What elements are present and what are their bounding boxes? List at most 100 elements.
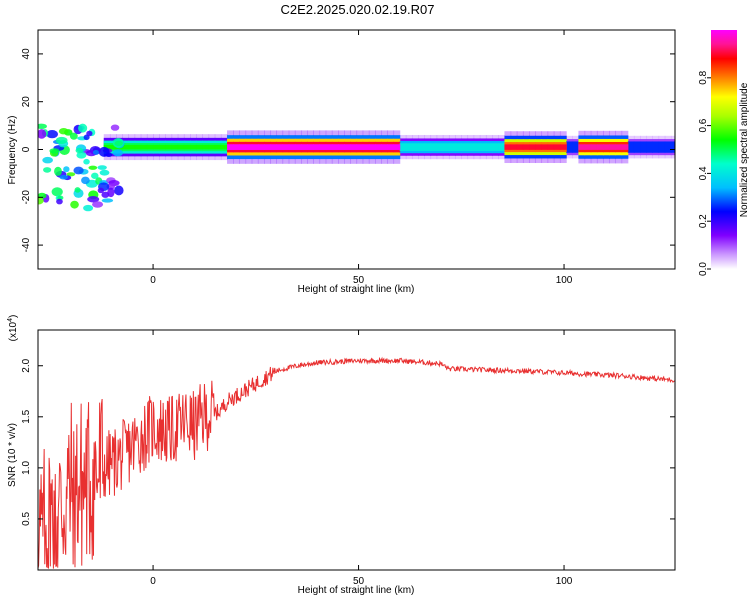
ridge-cell	[405, 143, 413, 151]
ridge-cell	[535, 144, 543, 150]
ridge-cell	[621, 144, 629, 150]
scatter-blob	[110, 124, 120, 131]
scatter-blob	[43, 167, 52, 173]
ridge-cell	[301, 144, 308, 150]
ridge-cell	[498, 143, 506, 151]
ridge-cell	[282, 144, 290, 150]
colorbar-tick-label: 0.2	[698, 214, 709, 228]
ridge-cell	[670, 141, 675, 153]
colorbar-tick-label: 0.6	[698, 118, 709, 132]
scatter-blob	[97, 187, 105, 194]
ridge-cell	[578, 144, 586, 150]
ridge-cell	[356, 144, 364, 150]
ridge-cell	[430, 143, 438, 151]
scatter-blob	[55, 136, 68, 145]
ridge-cell	[239, 144, 247, 150]
ridge-cell	[411, 143, 419, 151]
scatter-blob	[69, 132, 78, 140]
scatter-blob	[73, 166, 84, 175]
ridge-cell	[436, 143, 444, 151]
spectrogram-y-axis-label: Frequency (Hz)	[7, 116, 18, 185]
scatter-blob	[83, 158, 90, 165]
ridge-cell	[288, 144, 296, 150]
colorbar-tick-label: 0.4	[698, 166, 709, 180]
scatter-blob	[42, 156, 53, 164]
ridge-cell	[627, 141, 635, 153]
scatter-blob	[88, 165, 98, 170]
ridge-cell	[615, 144, 623, 150]
scatter-blob	[83, 204, 94, 212]
snr-frame	[37, 329, 676, 571]
ridge-cell	[485, 143, 493, 151]
y-tick-label: -40	[21, 237, 32, 252]
ridge-cell	[640, 141, 647, 153]
ridge-cell	[331, 144, 339, 150]
scatter-blob	[97, 165, 107, 170]
scatter-blob	[51, 187, 63, 197]
scatter-blob	[92, 201, 104, 208]
ridge-cell	[344, 144, 351, 150]
spectrogram-panel: 0 50 100 -40 -20 0 20 40 Height of straight lin…	[7, 29, 676, 295]
spectrogram-plot-area	[38, 123, 675, 212]
ridge-cell	[350, 144, 358, 150]
ridge-cell	[566, 141, 573, 153]
scatter-blob	[114, 140, 123, 147]
scatter-blob	[75, 147, 84, 154]
ridge-cell	[257, 144, 265, 150]
colorbar-gradient	[711, 30, 737, 269]
scatter-blob	[91, 172, 99, 179]
scatter-blob	[81, 176, 90, 185]
ridge-cell	[399, 143, 407, 151]
ridge-cell	[146, 144, 154, 150]
scatter-blob	[56, 198, 63, 205]
ridge-cell	[171, 144, 179, 150]
ridge-cell	[381, 144, 388, 150]
ridge-cell	[307, 144, 314, 150]
scatter-blob	[92, 150, 99, 155]
ridge-cell	[418, 143, 425, 151]
ridge-cell	[590, 144, 598, 150]
scatter-blob	[66, 172, 76, 177]
scatter-blob	[54, 166, 62, 176]
scatter-blob	[114, 185, 124, 196]
ridge-cell	[572, 141, 580, 153]
snr-series-line	[38, 356, 675, 569]
ridge-cell	[313, 144, 321, 150]
ridge-cell	[584, 144, 592, 150]
snr-y-multiplier: (x104)	[7, 315, 19, 342]
colorbar-tick-label: 0.0	[698, 262, 709, 276]
ridge-cell	[633, 141, 641, 153]
colorbar-ticks: 0.0 0.2 0.4 0.6 0.8	[698, 70, 711, 276]
colorbar-label: Normalized spectral amplitude	[739, 82, 750, 217]
y-tick-label: 2.0	[21, 358, 32, 372]
ridge-cell	[122, 144, 130, 150]
ridge-cell	[214, 144, 222, 150]
ridge-cell	[609, 144, 617, 150]
ridge-cell	[664, 141, 672, 153]
ridge-cell	[220, 144, 228, 150]
ridge-cell	[467, 143, 475, 151]
x-tick-label: 100	[556, 576, 573, 587]
scatter-blob	[49, 148, 60, 154]
ridge-cell	[504, 144, 512, 150]
ridge-cell	[368, 144, 376, 150]
scatter-blob	[70, 200, 79, 209]
ridge-cell	[553, 144, 561, 150]
ridge-cell	[387, 144, 395, 150]
ridge-layer-4	[103, 144, 629, 150]
ridge-cell	[362, 144, 370, 150]
ridge-cell	[140, 144, 148, 150]
y-tick-label: 1.0	[21, 460, 32, 474]
near-field-scatter	[38, 123, 125, 212]
ridge-cell	[424, 143, 432, 151]
ridge-cell	[516, 144, 524, 150]
ridge-cell	[541, 144, 549, 150]
scatter-blob	[86, 130, 93, 137]
ridge-cell	[492, 143, 499, 151]
scatter-blob	[38, 129, 47, 139]
ridge-cell	[596, 144, 604, 150]
y-tick-label: 40	[21, 48, 32, 60]
ridge-cell	[251, 144, 259, 150]
x-tick-label: 50	[353, 576, 365, 587]
